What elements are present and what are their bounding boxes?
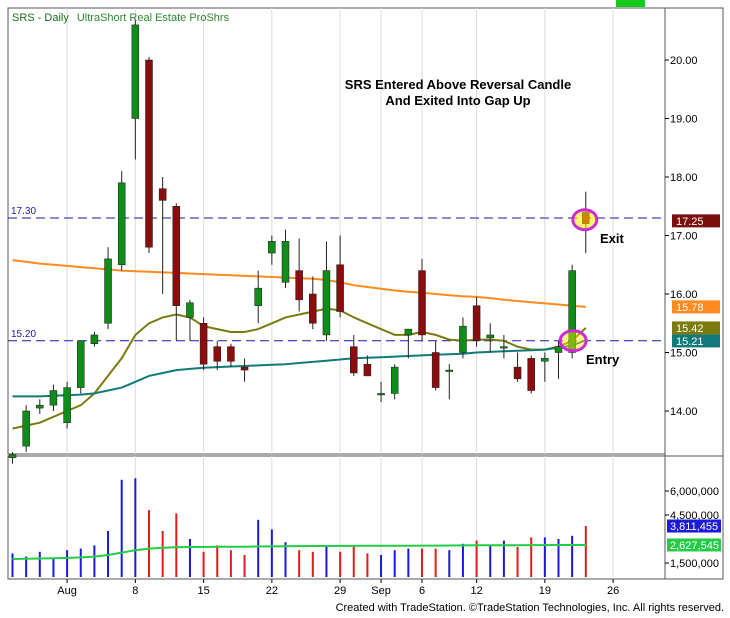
candle-body	[117, 182, 126, 266]
candle-body	[281, 241, 290, 283]
chart: 17.30 15.20 20.00 19.00 18.00 17.00 16.00 15.0…	[7, 0, 724, 597]
price-tag	[672, 321, 720, 335]
candle-body	[363, 363, 372, 377]
candle-body	[199, 323, 208, 365]
candle-body	[268, 241, 276, 254]
candle-body	[131, 24, 140, 119]
candle-body	[227, 346, 235, 362]
price-tag-label: 15.21	[676, 336, 704, 348]
date-tick-label: 22	[266, 585, 278, 597]
candle-body	[445, 369, 454, 372]
volume-tick-label: 6,000,000	[670, 486, 719, 498]
candle-body	[390, 366, 399, 394]
price-tag	[672, 300, 720, 314]
date-tick-label: Sep	[371, 585, 391, 597]
price-tick-label: 18.00	[670, 172, 698, 184]
date-tick-label: 29	[334, 585, 346, 597]
candle-body	[104, 258, 112, 324]
candle-body	[186, 302, 194, 318]
volume-average-line	[12, 544, 586, 560]
candle-body	[322, 270, 331, 336]
volume-tick-label: 4,500,000	[670, 510, 719, 522]
candle-body	[513, 366, 522, 380]
candle-body	[418, 270, 426, 336]
candle-body	[431, 352, 440, 388]
price-tick-label: 14.00	[670, 406, 698, 418]
date-tick-label: Aug	[57, 585, 77, 597]
date-tick-label: 12	[470, 585, 482, 597]
entry-label: Entry	[586, 352, 620, 367]
exit-label: Exit	[600, 231, 625, 246]
price-tag-label: 15.78	[676, 302, 704, 314]
date-tick-label: 19	[539, 585, 551, 597]
exit-marker	[571, 208, 599, 232]
entry-marker	[558, 329, 588, 353]
date-tick-label: 8	[132, 585, 138, 597]
candle-body	[254, 287, 262, 306]
volume-tick-label: 1,500,000	[670, 558, 719, 570]
candle-body	[295, 270, 303, 301]
annotation-line-2: And Exited Into Gap Up	[385, 93, 530, 108]
candle-body	[336, 264, 344, 312]
candle-body	[240, 366, 249, 371]
volume-tag	[667, 519, 721, 533]
price-tick-label: 16.00	[670, 289, 698, 301]
price-tick-label: 17.00	[670, 231, 698, 243]
price-tick-label: 20.00	[670, 55, 698, 67]
price-tag	[672, 334, 720, 348]
candle-body	[63, 387, 71, 423]
candle-body	[486, 334, 494, 339]
volume-tag-label: 3,811,455	[670, 521, 718, 533]
candle-body	[145, 59, 153, 248]
candle-body	[172, 206, 181, 306]
candle-body	[568, 270, 576, 353]
candle-body	[36, 404, 44, 409]
candle-body	[541, 358, 549, 362]
chart-title: SRS - Daily UltraShort Real Estate ProShr…	[12, 12, 230, 24]
price-tick-label: 19.00	[670, 114, 698, 126]
date-tick-label: 26	[607, 585, 619, 597]
candle-body	[377, 393, 385, 396]
candle-body	[554, 346, 563, 353]
price-tag-label: 15.42	[676, 323, 704, 335]
volume-tag	[667, 538, 721, 552]
price-tick-label: 15.00	[670, 348, 698, 360]
candle-body	[527, 358, 535, 391]
candle-body	[500, 346, 508, 349]
date-tick-label: 15	[197, 585, 209, 597]
price-tag-label: 17.25	[676, 216, 704, 228]
volume-tag-label: 2,627,545	[670, 540, 719, 552]
candle-body	[404, 328, 413, 336]
candle-body	[158, 188, 167, 201]
date-tick-label: 6	[419, 585, 425, 597]
footer-credit: Created with TradeStation. ©TradeStation…	[335, 602, 724, 614]
candle-body	[77, 340, 85, 388]
candle-body	[309, 293, 317, 324]
candle-body	[8, 454, 17, 459]
candle-body	[459, 325, 467, 353]
price-tag	[672, 214, 720, 228]
reference-line-label: 17.30	[11, 206, 36, 217]
candle-body	[22, 410, 30, 447]
candle-body	[350, 346, 358, 374]
status-indicator	[616, 0, 645, 7]
reference-line-label: 15.20	[11, 329, 36, 340]
annotation-line-1: SRS Entered Above Reversal Candle	[345, 77, 571, 92]
candle-body	[472, 305, 481, 342]
candle-body	[213, 346, 221, 362]
candle-body	[90, 334, 99, 344]
candle-body	[49, 390, 58, 406]
